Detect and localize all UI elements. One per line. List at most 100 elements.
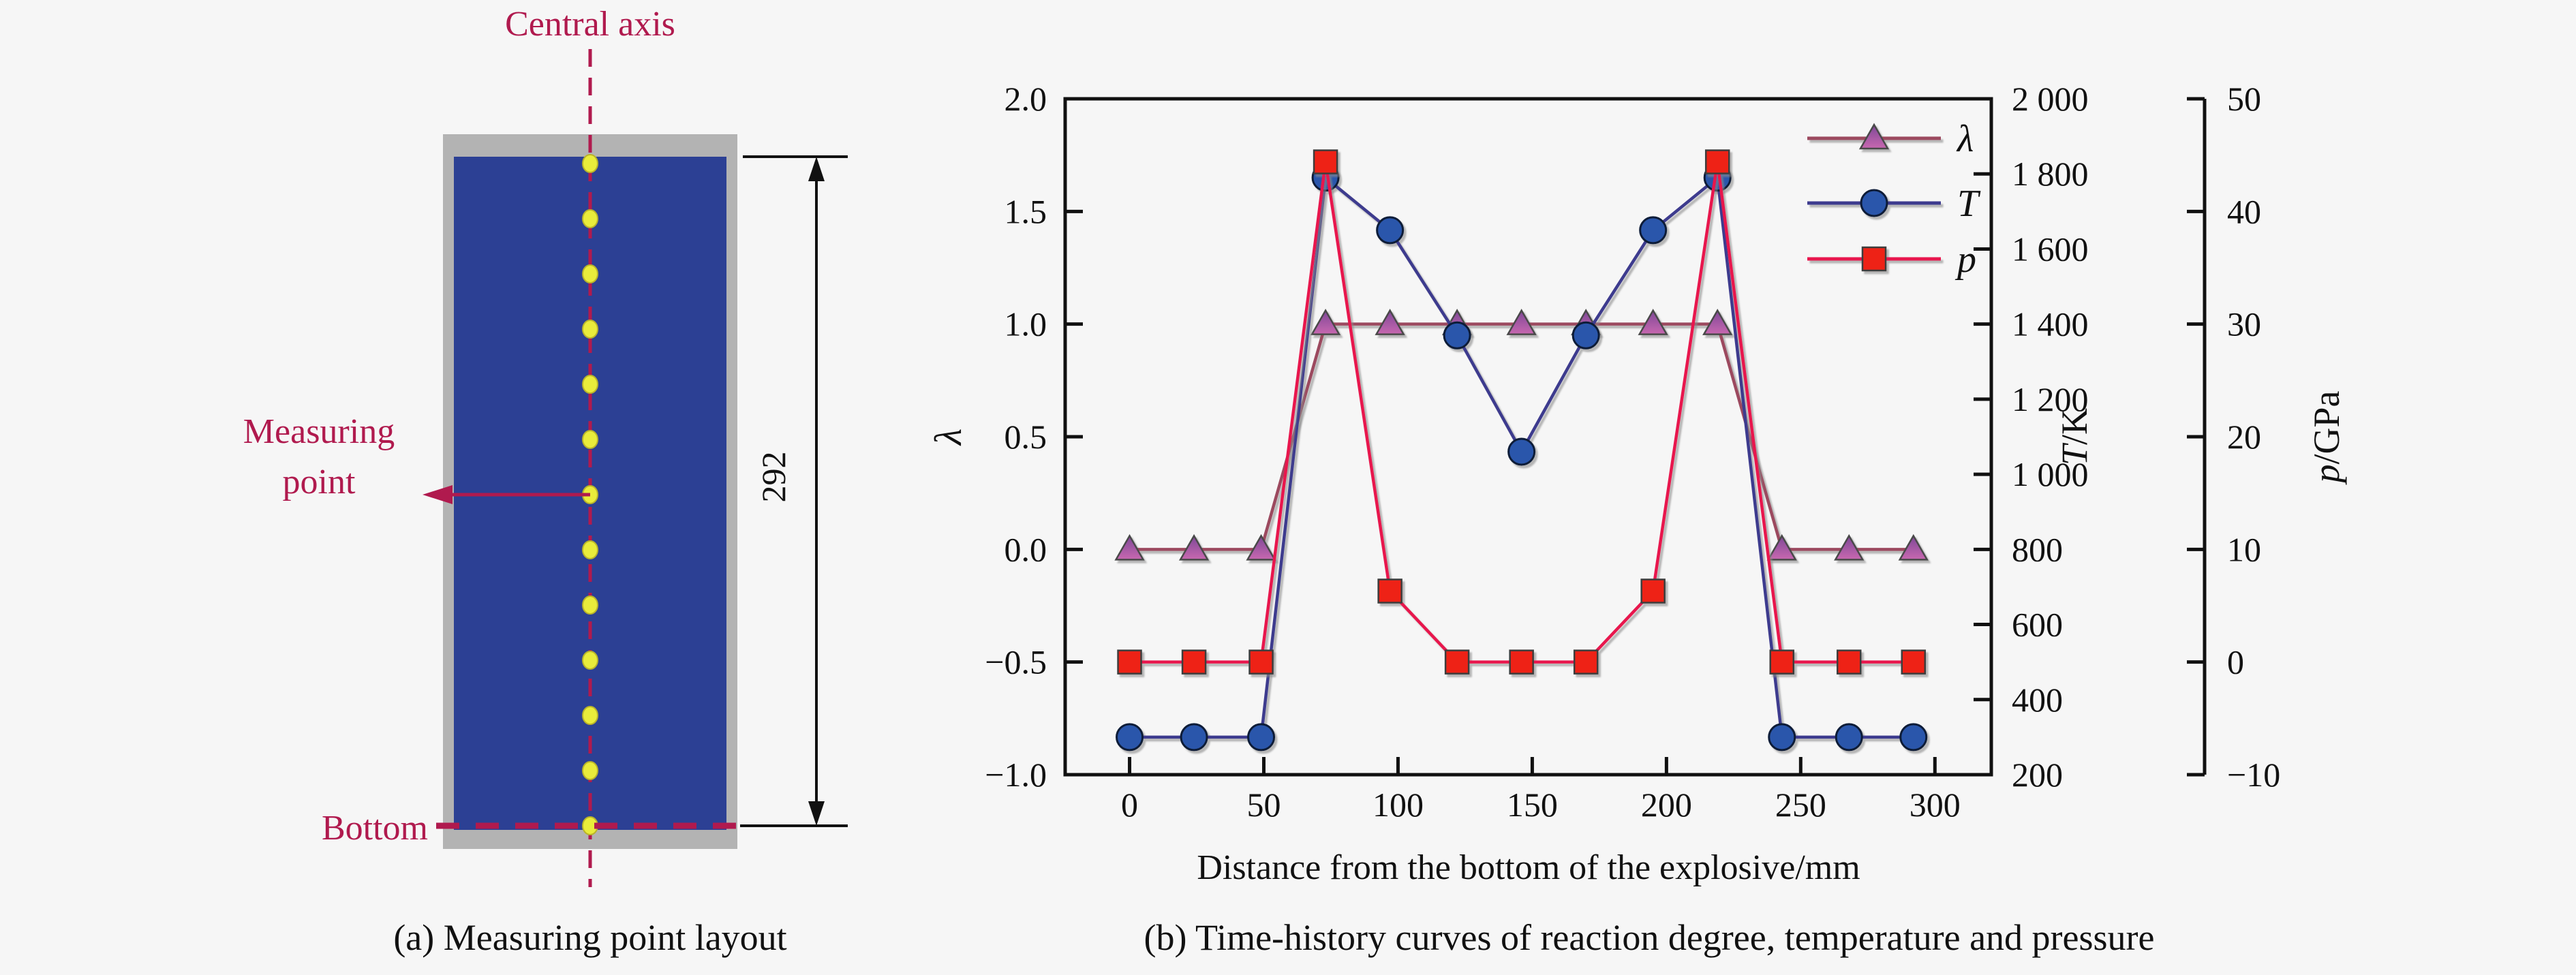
T-tick-label: 1 200 <box>2012 380 2089 418</box>
measuring-dot <box>582 651 598 670</box>
x-tick-label: 250 <box>1775 786 1826 824</box>
p-tick-label: 50 <box>2227 80 2261 118</box>
measuring-dot <box>582 154 598 173</box>
measuring-dot <box>582 320 598 339</box>
p-tick-label: 40 <box>2227 192 2261 230</box>
series-T <box>1116 164 1928 752</box>
central-axis-label: Central axis <box>505 5 675 44</box>
marker-triangle <box>1834 533 1865 561</box>
measuring-dot <box>582 209 598 228</box>
marker-triangle <box>1375 309 1405 335</box>
series-p <box>1117 149 1927 675</box>
T-tick-label: 1 400 <box>2012 305 2089 343</box>
lambda-tick-label: −1.0 <box>985 756 1047 794</box>
marker-circle <box>1247 723 1276 752</box>
caption-b: (b) Time-history curves of reaction degr… <box>1144 917 2155 958</box>
marker-square <box>1313 149 1338 174</box>
marker-square <box>1861 246 1887 272</box>
lambda-tick-label: 0.5 <box>1005 418 1047 456</box>
T-tick-label: 1 600 <box>2012 230 2089 268</box>
p-axis-title: p/GPa <box>2306 390 2347 485</box>
marker-square <box>1444 649 1470 675</box>
measuring-dot <box>582 375 598 394</box>
legend-entry-λ <box>1807 123 1941 150</box>
T-tick-label: 1 800 <box>2012 155 2089 193</box>
lambda-tick-label: 2.0 <box>1005 80 1047 118</box>
T-tick-label: 800 <box>2012 530 2063 568</box>
marker-circle <box>1571 321 1600 350</box>
T-tick-label: 600 <box>2012 606 2063 644</box>
p-axis-title-var: p <box>2306 465 2347 486</box>
marker-triangle <box>1638 309 1668 335</box>
T-tick-label: 200 <box>2012 756 2063 794</box>
marker-circle <box>1507 437 1536 466</box>
marker-circle <box>1180 723 1208 752</box>
marker-circle <box>1376 216 1405 245</box>
marker-triangle <box>1178 533 1210 561</box>
p-tick-label: 20 <box>2227 418 2261 456</box>
p-tick-label: 30 <box>2227 305 2261 343</box>
series-line <box>1129 322 1914 551</box>
marker-circle <box>1860 189 1888 217</box>
dimension-arrowhead-up <box>808 157 825 181</box>
dimension-label: 292 <box>754 452 793 503</box>
measuring-point-arrowhead <box>423 485 453 504</box>
measuring-dot <box>582 761 598 780</box>
lambda-tick-label: 1.5 <box>1005 192 1047 230</box>
marker-square <box>1377 578 1402 604</box>
dimension-arrowhead-down <box>808 801 825 826</box>
panel-b-chart: 0 50 100 150 200 250 3002.01.51.00.50.0−0.5−1.… <box>985 80 2280 824</box>
marker-triangle <box>1858 123 1890 150</box>
marker-circle <box>1639 216 1668 245</box>
measuring-dot <box>582 540 598 559</box>
T-tick-label: 2 000 <box>2012 80 2089 118</box>
series-line <box>1129 161 1914 664</box>
lambda-axis-title: λ <box>927 429 970 446</box>
marker-triangle <box>1246 533 1276 561</box>
x-tick-label: 0 <box>1121 786 1138 824</box>
T-tick-label: 1 000 <box>2012 455 2089 493</box>
p-axis-title-unit: /GPa <box>2306 390 2347 464</box>
x-tick-label: 150 <box>1507 786 1558 824</box>
t-axis-title: T/K <box>2054 408 2095 465</box>
measuring-point-label-line1: Measuring <box>243 412 395 451</box>
marker-square <box>1509 649 1534 675</box>
marker-triangle <box>1114 533 1145 561</box>
x-tick-label: 300 <box>1910 786 1961 824</box>
bottom-label: Bottom <box>322 809 428 848</box>
marker-square <box>1181 649 1207 675</box>
marker-circle <box>1835 723 1863 752</box>
measuring-point-label-line2: point <box>283 463 356 501</box>
measuring-dot <box>582 264 598 283</box>
marker-square <box>1836 649 1862 675</box>
marker-triangle <box>1702 309 1733 335</box>
measuring-dot <box>582 706 598 725</box>
T-tick-label: 400 <box>2012 681 2063 719</box>
marker-circle <box>1116 723 1144 752</box>
marker-circle <box>1768 723 1796 752</box>
marker-square <box>1769 649 1794 675</box>
series-λ <box>1114 309 1929 561</box>
legend-label-T: T <box>1957 183 1981 225</box>
legend-entry-T <box>1807 189 1941 217</box>
p-tick-label: 10 <box>2227 530 2261 568</box>
measuring-dot <box>582 430 598 449</box>
marker-square <box>1901 649 1927 675</box>
marker-square <box>1117 649 1142 675</box>
marker-triangle <box>1898 533 1929 561</box>
p-tick-label: 0 <box>2227 643 2244 681</box>
marker-triangle <box>1506 309 1537 335</box>
p-tick-label: −10 <box>2227 756 2280 794</box>
x-axis-title: Distance from the bottom of the explosiv… <box>1197 848 1860 887</box>
panel-b-labels: Distance from the bottom of the explosiv… <box>927 118 2347 958</box>
marker-square <box>1640 578 1666 604</box>
measuring-dot <box>582 595 598 615</box>
caption-a: (a) Measuring point layout <box>393 917 786 958</box>
legend-label-p: p <box>1954 238 1976 281</box>
marker-circle <box>1899 723 1928 752</box>
plot-frame <box>1063 97 1993 777</box>
lambda-tick-label: 0.0 <box>1005 530 1047 568</box>
t-axis-title-unit: /K <box>2054 408 2095 445</box>
marker-triangle <box>1766 533 1797 561</box>
